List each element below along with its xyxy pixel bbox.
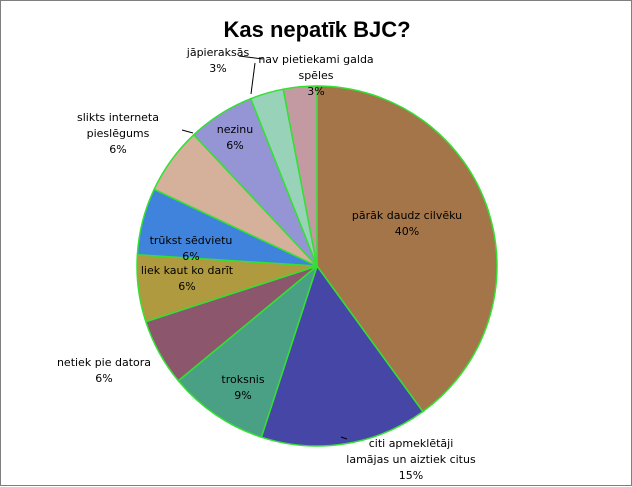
pie-slice [177, 265, 318, 438]
slice-label: jāpieraksās 3% [186, 46, 250, 75]
leader-line [238, 55, 264, 60]
slice-label: liek kaut ko darīt 6% [141, 264, 234, 293]
slice-percent-label: 6% [182, 250, 199, 263]
leader-line [250, 62, 256, 95]
pie-slice [282, 85, 318, 267]
slice-percent-label: 15% [399, 469, 423, 482]
slice-percent-label: 40% [395, 225, 419, 238]
slice-name-label: pieslēgums [87, 127, 150, 140]
slice-name-label: liek kaut ko darīt [141, 264, 234, 277]
slice-label: pārāk daudz cilvēku 40% [352, 209, 462, 238]
slice-label: citi apmeklētāji lamājas un aiztiek citus… [346, 437, 476, 482]
slice-name-label: citi apmeklētāji [369, 437, 454, 450]
slice-percent-label: 6% [226, 139, 243, 152]
slice-name-label: trūkst sēdvietu [150, 234, 233, 247]
slice-name-label: nezinu [217, 123, 254, 136]
slice-label: slikts interneta pieslēgums 6% [77, 111, 159, 156]
slice-name-label: slikts interneta [77, 111, 159, 124]
leader-line [181, 129, 194, 134]
pie-slice [260, 265, 424, 447]
slice-label: troksnis 9% [221, 373, 264, 402]
slice-name-label: jāpieraksās [186, 46, 250, 59]
slice-percent-label: 3% [307, 85, 324, 98]
slice-label: nav pietiekami galda spēles 3% [258, 53, 373, 98]
slice-percent-label: 6% [109, 143, 126, 156]
slice-percent-label: 9% [234, 389, 251, 402]
slice-name-label: spēles [298, 69, 333, 82]
slice-label: trūkst sēdvietu 6% [150, 234, 233, 263]
slice-label: nezinu 6% [217, 123, 254, 152]
slice-name-label: lamājas un aiztiek citus [346, 453, 476, 466]
slice-name-label: nav pietiekami galda [258, 53, 373, 66]
slice-label: netiek pie datora 6% [57, 356, 151, 385]
pie-slice [316, 85, 498, 413]
slice-percent-label: 3% [209, 62, 226, 75]
slice-name-label: netiek pie datora [57, 356, 151, 369]
slice-name-label: troksnis [221, 373, 264, 386]
chart-title: Kas nepatīk BJC? [223, 17, 410, 42]
slice-percent-label: 6% [178, 280, 195, 293]
leader-line [340, 436, 348, 440]
slice-percent-label: 6% [95, 372, 112, 385]
slice-name-label: pārāk daudz cilvēku [352, 209, 462, 222]
